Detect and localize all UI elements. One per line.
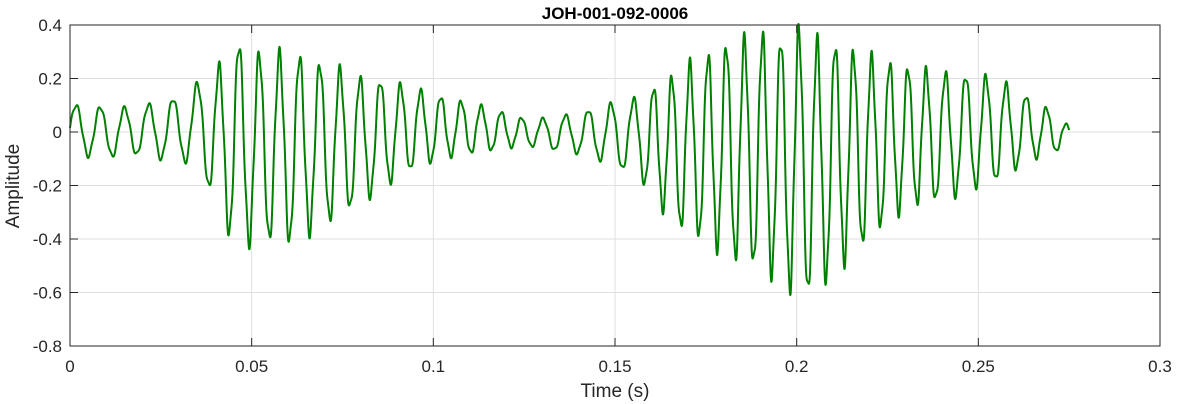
x-tick-label: 0.05 [235, 357, 268, 376]
x-tick-label: 0.3 [1148, 357, 1172, 376]
y-tick-label: 0 [53, 123, 62, 142]
y-tick-label: 0.4 [38, 16, 62, 35]
x-tick-label: 0.2 [785, 357, 809, 376]
y-tick-label: -0.2 [33, 177, 62, 196]
y-tick-labels: -0.8 -0.6 -0.4 -0.2 0 0.2 0.4 [33, 16, 62, 356]
x-tick-labels: 0 0.05 0.1 0.15 0.2 0.25 0.3 [65, 357, 1172, 376]
y-tick-label: -0.8 [33, 337, 62, 356]
x-tick-label: 0.15 [598, 357, 631, 376]
x-axis-label: Time (s) [581, 381, 650, 402]
y-tick-label: 0.2 [38, 70, 62, 89]
y-tick-label: -0.4 [33, 230, 62, 249]
y-tick-label: -0.6 [33, 284, 62, 303]
waveform-line [69, 23, 1071, 296]
waveform-series [69, 23, 1071, 296]
x-tick-label: 0.25 [962, 357, 995, 376]
chart-title: JOH-001-092-0006 [542, 4, 688, 23]
ticks [69, 24, 1161, 347]
y-axis-label: Amplitude [3, 144, 24, 229]
x-tick-label: 0.1 [422, 357, 446, 376]
x-tick-label: 0 [65, 357, 74, 376]
